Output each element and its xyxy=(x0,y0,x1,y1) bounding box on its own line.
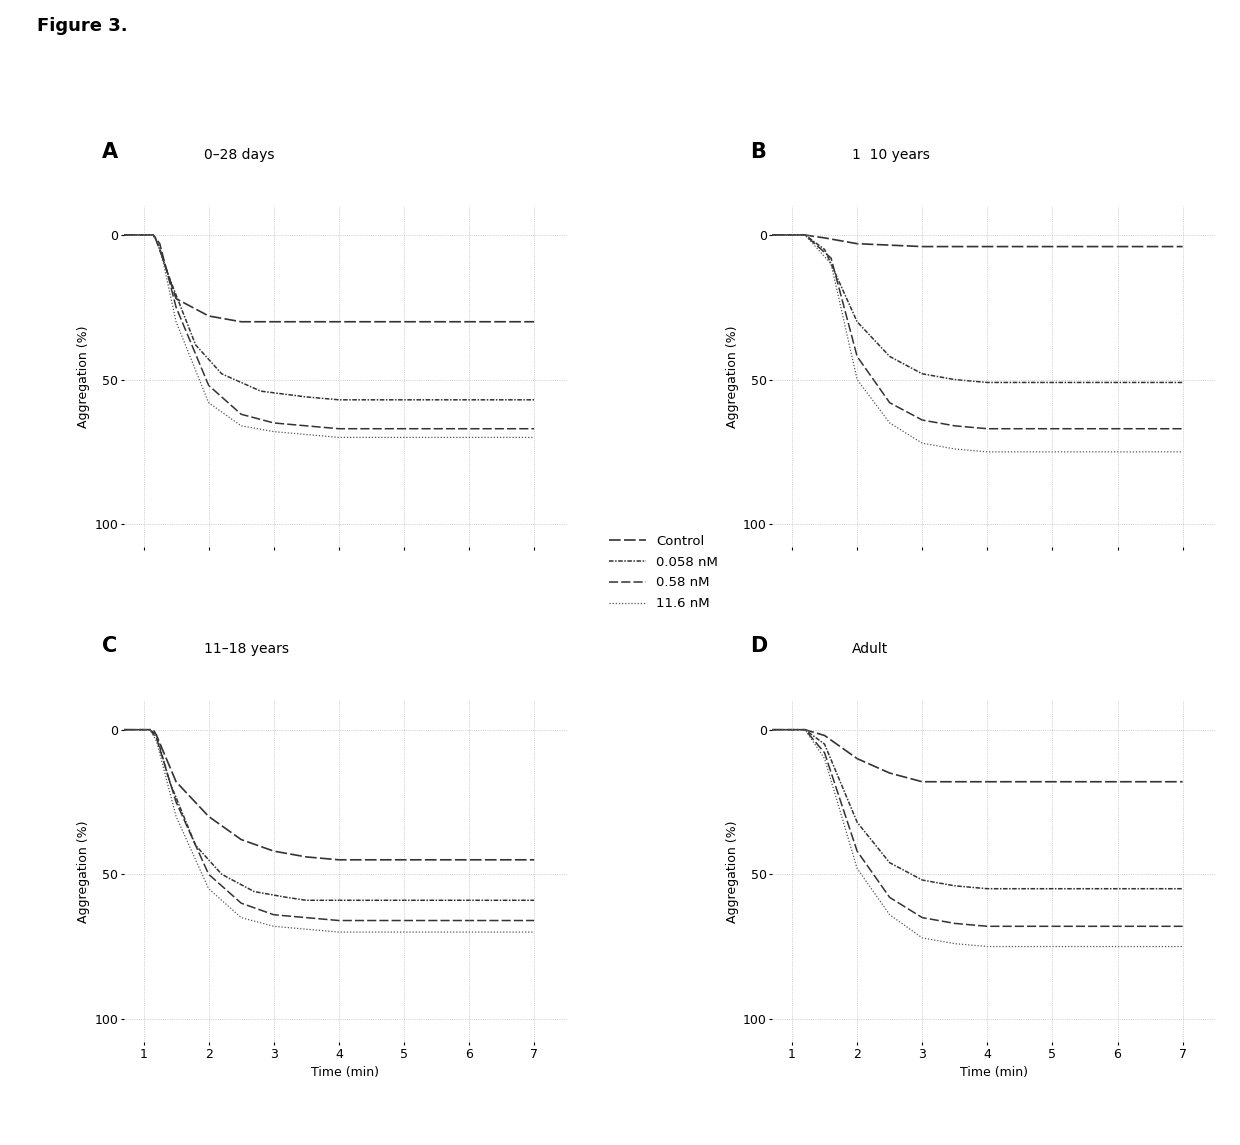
Text: 1  10 years: 1 10 years xyxy=(852,148,930,161)
Text: 0–28 days: 0–28 days xyxy=(203,148,274,161)
Text: Figure 3.: Figure 3. xyxy=(37,17,128,35)
Text: A: A xyxy=(102,142,118,161)
Legend: Control, 0.058 nM, 0.58 nM, 11.6 nM: Control, 0.058 nM, 0.58 nM, 11.6 nM xyxy=(604,529,723,616)
X-axis label: Time (min): Time (min) xyxy=(960,1066,1028,1079)
Text: B: B xyxy=(750,142,766,161)
X-axis label: Time (min): Time (min) xyxy=(311,1066,379,1079)
Y-axis label: Aggregation (%): Aggregation (%) xyxy=(725,820,739,923)
Y-axis label: Aggregation (%): Aggregation (%) xyxy=(77,820,91,923)
Text: D: D xyxy=(750,637,768,656)
Text: Adult: Adult xyxy=(852,642,888,656)
Y-axis label: Aggregation (%): Aggregation (%) xyxy=(77,325,91,428)
Y-axis label: Aggregation (%): Aggregation (%) xyxy=(725,325,739,428)
Text: 11–18 years: 11–18 years xyxy=(203,642,289,656)
Text: C: C xyxy=(102,637,117,656)
